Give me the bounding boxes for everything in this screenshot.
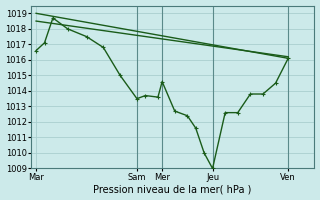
X-axis label: Pression niveau de la mer( hPa ): Pression niveau de la mer( hPa ) bbox=[93, 184, 252, 194]
